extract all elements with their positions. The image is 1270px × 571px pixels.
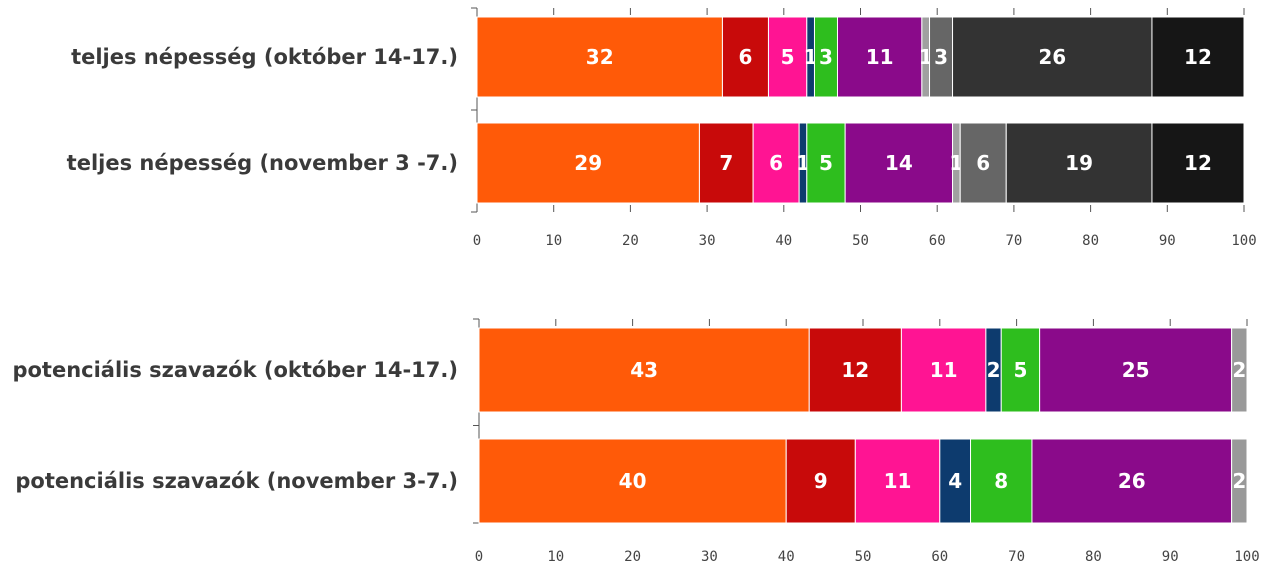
- row-label: teljes népesség (október 14-17.): [71, 45, 458, 69]
- x-tick-label: 90: [1162, 549, 1179, 565]
- x-tick-label: 100: [1234, 549, 1259, 565]
- x-tick-label: 0: [473, 233, 481, 249]
- segment-value-label: 7: [719, 151, 733, 175]
- segment-value-label: 12: [841, 358, 869, 382]
- segment-value-label: 29: [574, 151, 602, 175]
- segment-value-label: 40: [619, 469, 647, 493]
- x-tick-label: 0: [475, 549, 483, 565]
- bar-segment: [970, 438, 1033, 524]
- x-tick-label: 10: [545, 233, 562, 249]
- bar-segment: [808, 327, 902, 413]
- segment-value-label: 25: [1122, 358, 1150, 382]
- x-tick-label: 60: [929, 233, 946, 249]
- bar-segment: [939, 438, 972, 524]
- segment-value-label: 12: [1184, 45, 1212, 69]
- bar-segment: [1005, 122, 1153, 204]
- x-tick-label: 50: [852, 233, 869, 249]
- segment-value-label: 12: [1184, 151, 1212, 175]
- chart-panel-1: 0 10 20 30 40 50 60 70 80 90 100 teljes népesség (o…: [67, 7, 1257, 249]
- segment-value-label: 6: [738, 45, 752, 69]
- x-tick-label: 90: [1159, 233, 1176, 249]
- segment-value-label: 3: [934, 45, 948, 69]
- x-tick-label: 100: [1231, 233, 1256, 249]
- row-label: potenciális szavazók (október 14-17.): [12, 358, 458, 382]
- segment-value-label: 43: [630, 358, 658, 382]
- bar-segment: [1039, 327, 1233, 413]
- segment-value-label: 8: [994, 469, 1008, 493]
- segment-value-label: 11: [930, 358, 958, 382]
- chart-panel-2: 0 10 20 30 40 50 60 70 80 90 100 potenciális szavaz…: [12, 318, 1260, 565]
- bar-segment: [836, 16, 923, 98]
- bar-segment: [478, 438, 787, 524]
- segment-value-label: 9: [814, 469, 828, 493]
- segment-value-label: 26: [1038, 45, 1066, 69]
- bar-segment: [767, 16, 808, 98]
- bar-segment: [1000, 327, 1041, 413]
- x-tick-label: 10: [547, 549, 564, 565]
- x-tick-label: 20: [624, 549, 641, 565]
- x-tick-label: 40: [775, 233, 792, 249]
- bar-segment: [900, 327, 987, 413]
- x-tick-label: 30: [699, 233, 716, 249]
- bar-segment: [1231, 438, 1248, 524]
- segment-value-label: 3: [819, 45, 833, 69]
- segment-value-label: 11: [884, 469, 912, 493]
- bar-segment: [844, 122, 954, 204]
- x-tick-label: 60: [931, 549, 948, 565]
- row-label: teljes népesség (november 3 -7.): [67, 151, 458, 175]
- bar-segment: [721, 16, 769, 98]
- x-tick-label: 70: [1005, 233, 1022, 249]
- x-tick-label: 80: [1085, 549, 1102, 565]
- segment-value-label: 2: [1232, 469, 1246, 493]
- segment-value-label: 4: [948, 469, 962, 493]
- segment-value-label: 5: [819, 151, 833, 175]
- bar-segment: [1151, 122, 1245, 204]
- bar-segment: [478, 327, 810, 413]
- bar-segment: [952, 16, 1153, 98]
- segment-value-label: 19: [1065, 151, 1093, 175]
- x-tick-label: 20: [622, 233, 639, 249]
- segment-value-label: 32: [586, 45, 614, 69]
- bar-segment: [806, 122, 846, 204]
- bar-segment: [959, 122, 1007, 204]
- segment-value-label: 11: [866, 45, 894, 69]
- bar-segment: [854, 438, 941, 524]
- segment-value-label: 5: [1013, 358, 1027, 382]
- x-tick-label: 40: [778, 549, 795, 565]
- row-label: potenciális szavazók (november 3-7.): [15, 469, 458, 493]
- bar-segment: [785, 438, 856, 524]
- segment-value-label: 5: [781, 45, 795, 69]
- segment-value-label: 2: [987, 358, 1001, 382]
- segment-value-label: 2: [1232, 358, 1246, 382]
- bar-segment: [1231, 327, 1248, 413]
- bar-segment: [1031, 438, 1233, 524]
- segment-value-label: 6: [976, 151, 990, 175]
- segment-value-label: 26: [1118, 469, 1146, 493]
- x-tick-label: 70: [1008, 549, 1025, 565]
- x-tick-label: 30: [701, 549, 718, 565]
- bar-segment: [476, 16, 723, 98]
- x-tick-label: 80: [1082, 233, 1099, 249]
- x-tick-label: 50: [855, 549, 872, 565]
- bar-segment: [1151, 16, 1245, 98]
- segment-value-label: 6: [769, 151, 783, 175]
- segment-value-label: 14: [885, 151, 913, 175]
